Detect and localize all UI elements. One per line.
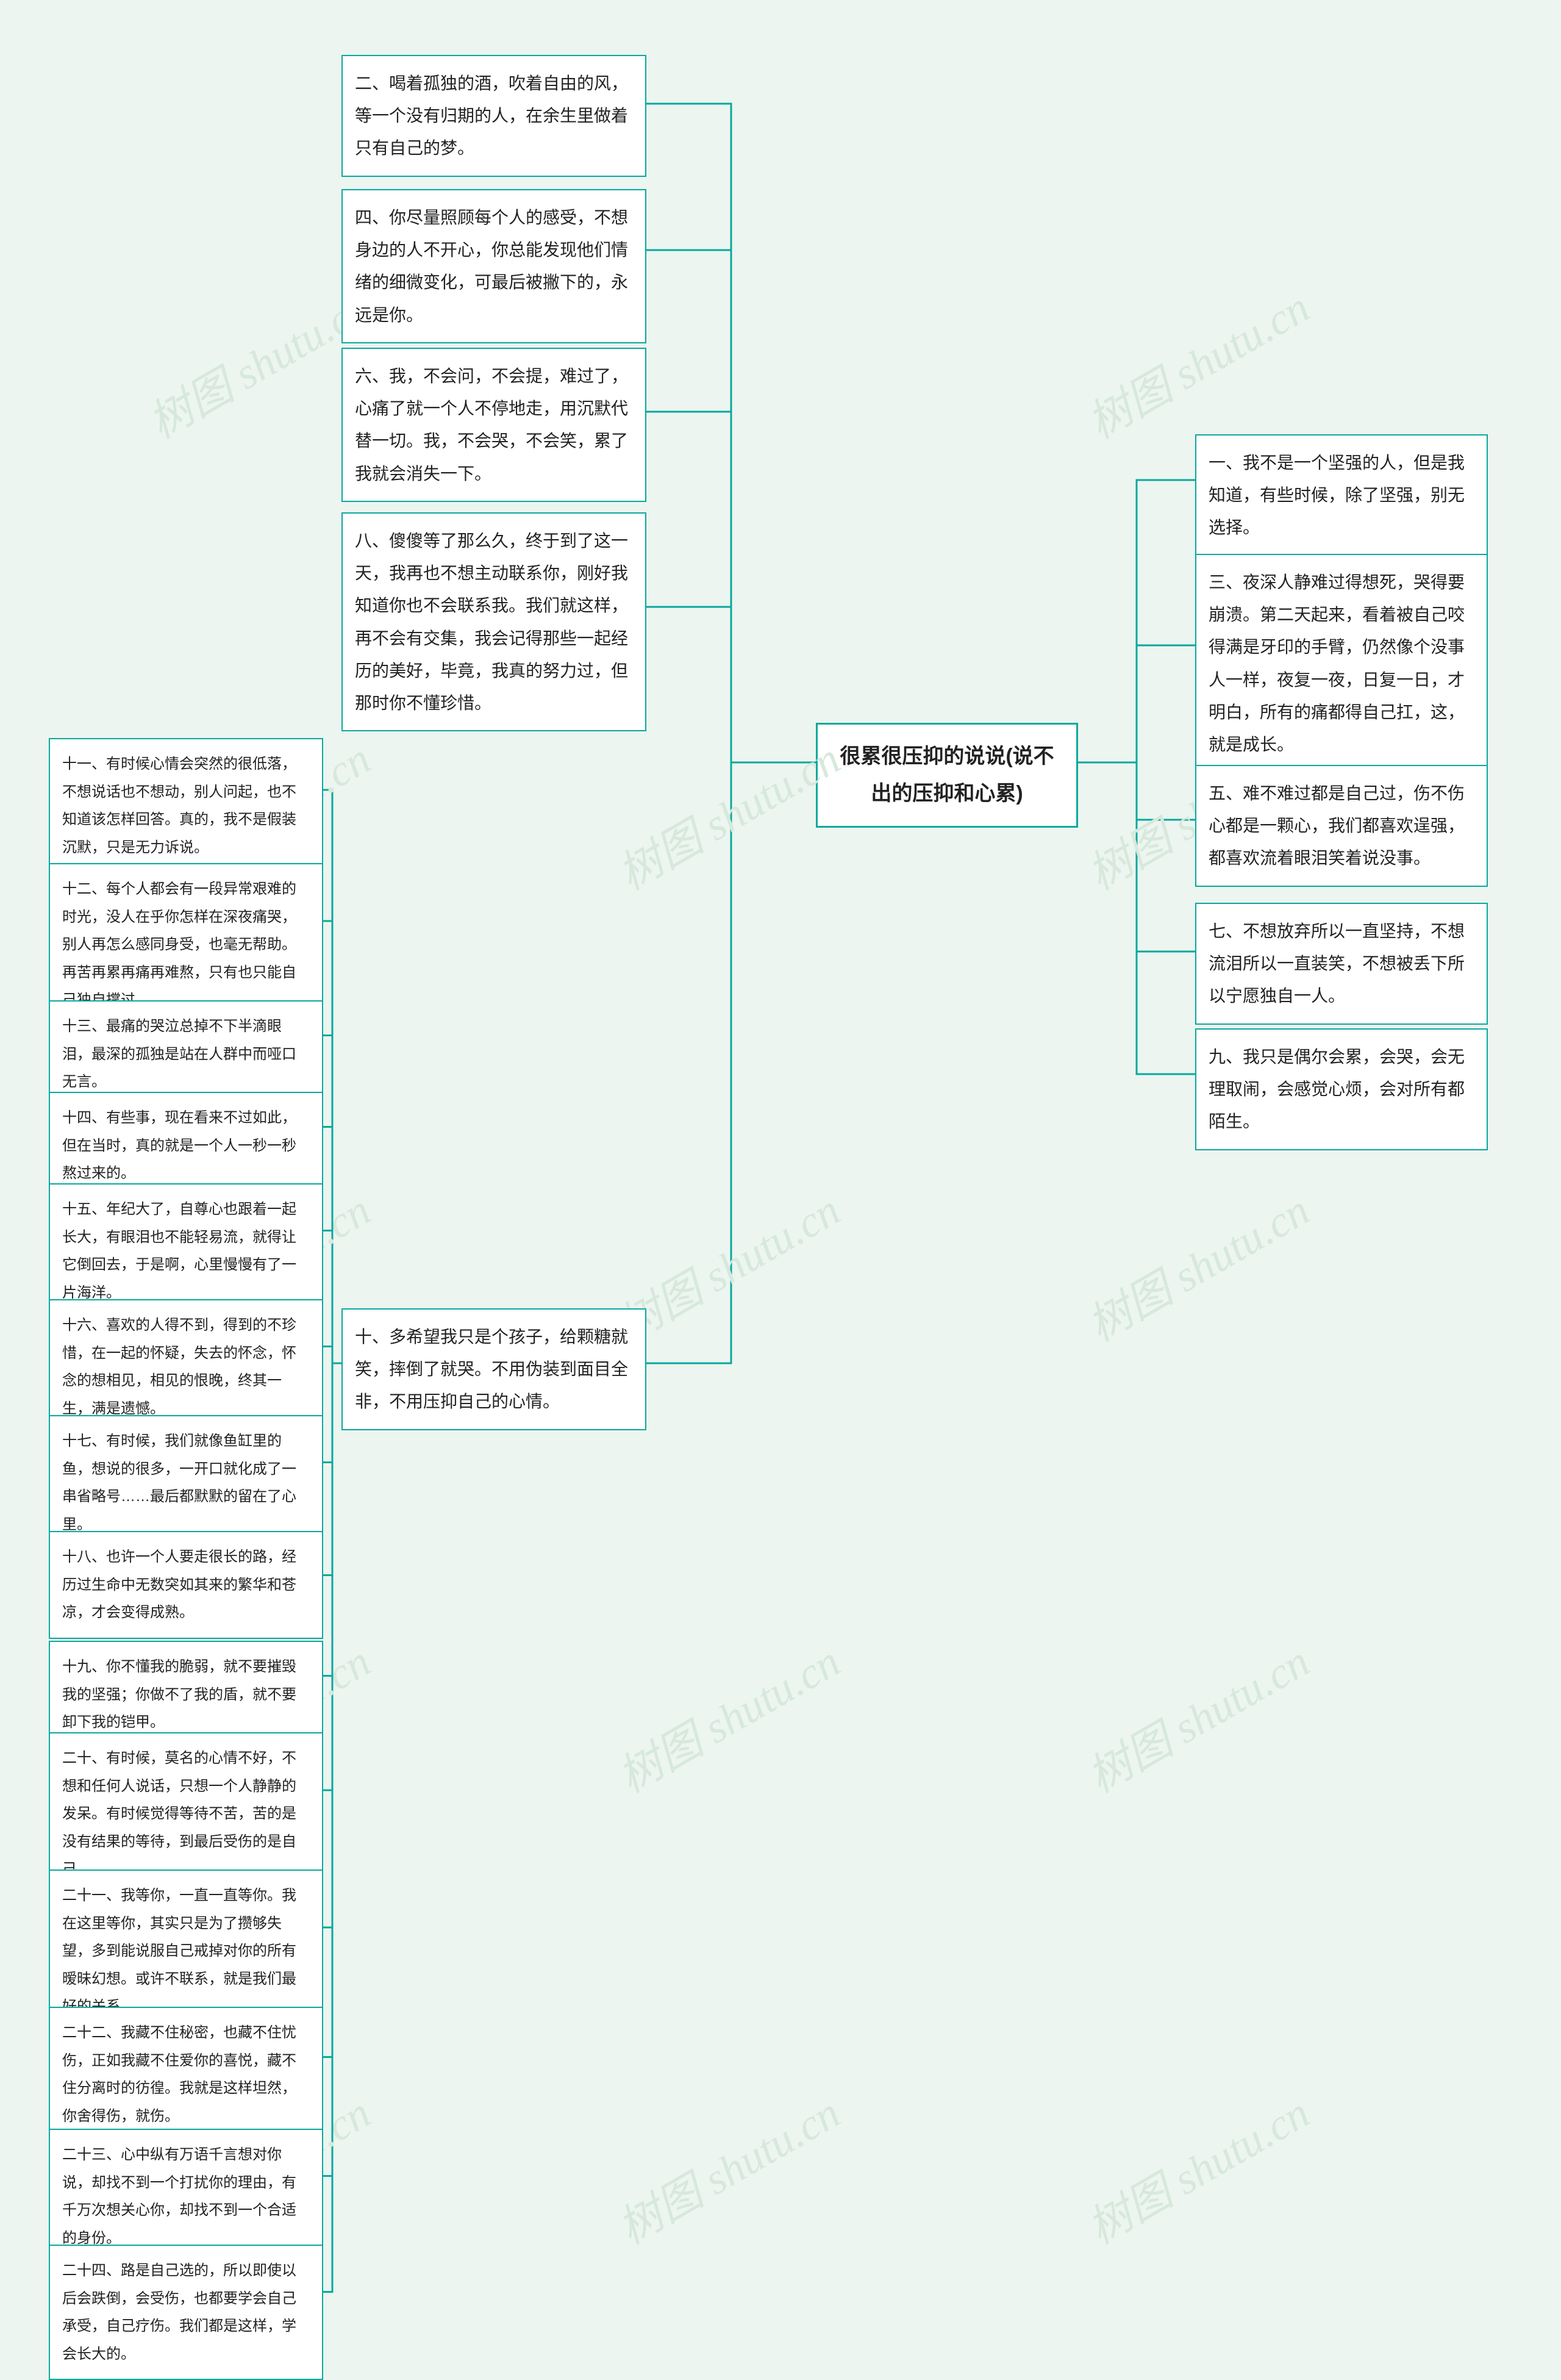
mindmap-node: 十一、有时候心情会突然的很低落，不想说话也不想动，别人问起，也不知道该怎样回答。…	[49, 738, 323, 873]
mindmap-node: 一、我不是一个坚强的人，但是我知道，有些时候，除了坚强，别无选择。	[1195, 434, 1488, 556]
node-text: 三、夜深人静难过得想死，哭得要崩溃。第二天起来，看着被自己咬得满是牙印的手臂，仍…	[1209, 573, 1465, 754]
node-text: 二、喝着孤独的酒，吹着自由的风，等一个没有归期的人，在余生里做着只有自己的梦。	[355, 74, 628, 157]
node-text: 二十一、我等你，一直一直等你。我在这里等你，其实只是为了攒够失望，多到能说服自己…	[62, 1887, 296, 2015]
mindmap-node: 三、夜深人静难过得想死，哭得要崩溃。第二天起来，看着被自己咬得满是牙印的手臂，仍…	[1195, 554, 1488, 773]
node-text: 十六、喜欢的人得不到，得到的不珍惜，在一起的怀疑，失去的怀念，怀念的想相见，相见…	[62, 1317, 296, 1417]
node-text: 七、不想放弃所以一直坚持，不想流泪所以一直装笑，不想被丢下所以宁愿独自一人。	[1209, 922, 1465, 1005]
node-text: 一、我不是一个坚强的人，但是我知道，有些时候，除了坚强，别无选择。	[1209, 453, 1465, 537]
node-text: 九、我只是偶尔会累，会哭，会无理取闹，会感觉心烦，会对所有都陌生。	[1209, 1047, 1465, 1131]
node-text: 十四、有些事，现在看来不过如此，但在当时，真的就是一个人一秒一秒熬过来的。	[62, 1109, 296, 1181]
node-text: 二十、有时候，莫名的心情不好，不想和任何人说话，只想一个人静静的发呆。有时候觉得…	[62, 1750, 296, 1877]
mindmap-node: 二、喝着孤独的酒，吹着自由的风，等一个没有归期的人，在余生里做着只有自己的梦。	[341, 55, 646, 177]
mindmap-node: 七、不想放弃所以一直坚持，不想流泪所以一直装笑，不想被丢下所以宁愿独自一人。	[1195, 903, 1488, 1025]
watermark: 树图 shutu.cn	[604, 1626, 849, 1805]
node-text: 十五、年纪大了，自尊心也跟着一起长大，有眼泪也不能轻易流，就得让它倒回去，于是啊…	[62, 1201, 296, 1301]
mindmap-node: 六、我，不会问，不会提，难过了，心痛了就一个人不停地走，用沉默代替一切。我，不会…	[341, 348, 646, 502]
node-text: 十七、有时候，我们就像鱼缸里的鱼，想说的很多，一开口就化成了一串省略号……最后都…	[62, 1433, 296, 1533]
node-text: 十三、最痛的哭泣总掉不下半滴眼泪，最深的孤独是站在人群中而哑口无言。	[62, 1018, 296, 1090]
mindmap-node: 十、多希望我只是个孩子，给颗糖就笑，摔倒了就哭。不用伪装到面目全非，不用压抑自己…	[341, 1308, 646, 1430]
mindmap-center: 很累很压抑的说说(说不出的压抑和心累)	[816, 723, 1078, 828]
node-text: 十九、你不懂我的脆弱，就不要摧毁我的坚强；你做不了我的盾，就不要卸下我的铠甲。	[62, 1658, 296, 1730]
node-text: 八、傻傻等了那么久，终于到了这一天，我再也不想主动联系你，刚好我知道你也不会联系…	[355, 531, 628, 712]
node-text: 六、我，不会问，不会提，难过了，心痛了就一个人不停地走，用沉默代替一切。我，不会…	[355, 367, 628, 483]
mindmap-node: 四、你尽量照顾每个人的感受，不想身边的人不开心，你总能发现他们情绪的细微变化，可…	[341, 189, 646, 343]
watermark: 树图 shutu.cn	[1074, 1626, 1319, 1805]
watermark: 树图 shutu.cn	[1074, 1175, 1319, 1353]
node-text: 五、难不难过都是自己过，伤不伤心都是一颗心，我们都喜欢逞强，都喜欢流着眼泪笑着说…	[1209, 784, 1465, 867]
watermark: 树图 shutu.cn	[604, 2077, 849, 2256]
node-text: 二十三、心中纵有万语千言想对你说，却找不到一个打扰你的理由，有千万次想关心你，却…	[62, 2146, 296, 2246]
node-text: 二十四、路是自己选的，所以即使以后会跌倒，会受伤，也都要学会自己承受，自己疗伤。…	[62, 2262, 296, 2362]
node-text: 十二、每个人都会有一段异常艰难的时光，没人在乎你怎样在深夜痛哭，别人再怎么感同身…	[62, 881, 296, 1008]
mindmap-node: 二十二、我藏不住秘密，也藏不住忧伤，正如我藏不住爱你的喜悦，藏不住分离时的彷徨。…	[49, 2007, 323, 2142]
mindmap-node: 二十四、路是自己选的，所以即使以后会跌倒，会受伤，也都要学会自己承受，自己疗伤。…	[49, 2245, 323, 2380]
mindmap-node: 十八、也许一个人要走很长的路，经历过生命中无数突如其来的繁华和苍凉，才会变得成熟…	[49, 1531, 323, 1639]
mindmap-node: 九、我只是偶尔会累，会哭，会无理取闹，会感觉心烦，会对所有都陌生。	[1195, 1028, 1488, 1150]
node-text: 十八、也许一个人要走很长的路，经历过生命中无数突如其来的繁华和苍凉，才会变得成熟…	[62, 1549, 296, 1621]
mindmap-node: 八、傻傻等了那么久，终于到了这一天，我再也不想主动联系你，刚好我知道你也不会联系…	[341, 512, 646, 731]
node-text: 四、你尽量照顾每个人的感受，不想身边的人不开心，你总能发现他们情绪的细微变化，可…	[355, 208, 628, 324]
watermark: 树图 shutu.cn	[1074, 272, 1319, 451]
watermark: 树图 shutu.cn	[604, 723, 849, 902]
node-text: 十一、有时候心情会突然的很低落，不想说话也不想动，别人问起，也不知道该怎样回答。…	[62, 756, 296, 856]
node-text: 十、多希望我只是个孩子，给颗糖就笑，摔倒了就哭。不用伪装到面目全非，不用压抑自己…	[355, 1327, 628, 1411]
node-text: 二十二、我藏不住秘密，也藏不住忧伤，正如我藏不住爱你的喜悦，藏不住分离时的彷徨。…	[62, 2024, 296, 2124]
center-text: 很累很压抑的说说(说不出的压抑和心累)	[840, 745, 1054, 805]
watermark: 树图 shutu.cn	[1074, 2077, 1319, 2256]
mindmap-node: 五、难不难过都是自己过，伤不伤心都是一颗心，我们都喜欢逞强，都喜欢流着眼泪笑着说…	[1195, 765, 1488, 887]
